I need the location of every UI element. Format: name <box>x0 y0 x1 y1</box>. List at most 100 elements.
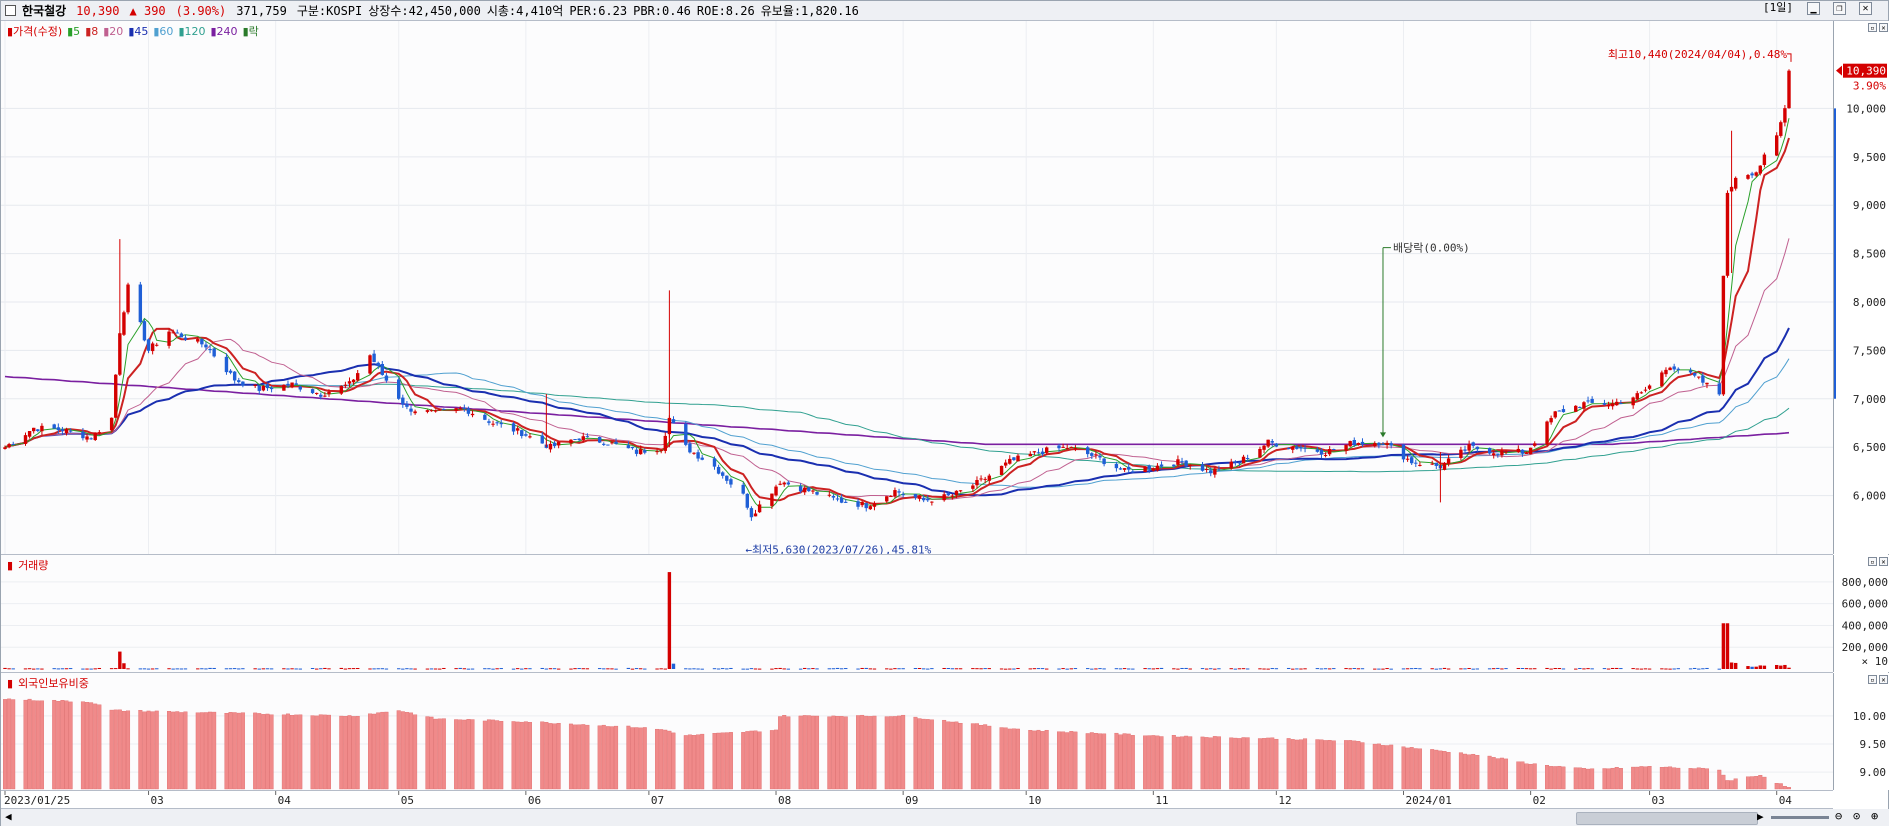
foreign-bar <box>1659 767 1664 790</box>
candle-body <box>1057 445 1061 449</box>
candle-body <box>782 482 786 485</box>
foreign-bar <box>1352 740 1357 790</box>
volume-bar <box>1500 668 1504 670</box>
volume-bar <box>1578 668 1582 670</box>
legend-item-4[interactable]: ▮45 <box>128 25 149 38</box>
pane-restore-icon[interactable]: ▫ <box>1868 23 1877 32</box>
foreign-bar <box>1704 768 1709 790</box>
legend-item-8[interactable]: ▮락 <box>242 25 259 38</box>
candle-body <box>93 432 97 440</box>
for-pane-close-icon[interactable]: ✕ <box>1879 675 1888 684</box>
foreign-bar <box>1204 737 1209 790</box>
legend-item-0[interactable]: ▮가격(수정) <box>7 25 63 38</box>
last-pct-label: 3.90% <box>1853 80 1886 93</box>
zoom-in-icon[interactable]: ⊕ <box>1871 809 1879 823</box>
candle-body <box>204 344 208 348</box>
foreign-bar <box>1159 736 1164 790</box>
foreign-bar <box>437 718 442 790</box>
candle-body <box>384 375 389 381</box>
vol-pane-close-icon[interactable]: ✕ <box>1879 557 1888 566</box>
candle-body <box>983 478 987 480</box>
volume-bar <box>930 668 934 670</box>
volume-bar <box>913 668 918 670</box>
candle-body <box>803 487 807 493</box>
foreign-bar <box>892 716 897 790</box>
volume-bar <box>1356 668 1361 670</box>
foreign-bar <box>925 719 930 790</box>
for-pane-restore-icon[interactable]: ▫ <box>1868 675 1877 684</box>
candle-body <box>458 408 462 410</box>
period-button[interactable]: [1일] <box>1763 1 1793 14</box>
candle-body <box>1094 454 1098 456</box>
candle-body <box>1430 463 1434 465</box>
candle-body <box>540 435 544 444</box>
foreign-bar <box>60 700 65 790</box>
legend-item-5[interactable]: ▮60 <box>153 25 174 38</box>
volume-pane[interactable]: ▮ 거래량 <box>1 555 1833 673</box>
candle-body <box>1602 402 1607 405</box>
foreign-bar <box>786 716 791 790</box>
foreign-pane[interactable]: ▮ 외국인보유비중 <box>1 673 1833 791</box>
candle-body <box>499 422 503 425</box>
volume-bar <box>97 667 102 669</box>
foreign-bar <box>425 716 430 790</box>
candle-body <box>1266 439 1270 447</box>
volume-bar <box>1131 668 1135 670</box>
chart-scrollbar[interactable]: ◀ ▶ ⊖ ⊙ ⊕ <box>1 809 1889 826</box>
candle-body <box>1574 405 1578 412</box>
scroll-thumb[interactable] <box>1576 812 1758 825</box>
pane-close-icon[interactable]: ✕ <box>1879 23 1888 32</box>
candle-body <box>1012 457 1016 461</box>
zoom-out-icon[interactable]: ⊖ <box>1835 809 1843 823</box>
foreign-bar <box>1389 744 1394 790</box>
candle-body <box>85 436 89 440</box>
candle-body <box>1783 108 1787 123</box>
foreign-bar <box>179 712 184 790</box>
foreign-bar <box>634 727 639 790</box>
legend-item-6[interactable]: ▮120 <box>178 25 206 38</box>
volume-bar <box>614 668 618 670</box>
vol-pane-restore-icon[interactable]: ▫ <box>1868 557 1877 566</box>
foreign-bar <box>1003 727 1008 790</box>
header-checkbox[interactable] <box>5 5 16 16</box>
volume-bar <box>1102 668 1106 670</box>
volume-bar <box>1385 668 1389 670</box>
volume-bar <box>1032 668 1037 670</box>
legend-item-1[interactable]: ▮5 <box>67 25 81 38</box>
volume-bar <box>1213 668 1217 670</box>
volume-bar <box>1639 668 1644 670</box>
price-pane[interactable]: ▮가격(수정) ▮5 ▮8 ▮20 ▮45 ▮60 ▮120 ▮240 ▮락 최고10,440(… <box>1 21 1833 555</box>
candle-body <box>917 496 922 499</box>
scroll-left-icon[interactable]: ◀ <box>5 810 12 823</box>
close-icon[interactable]: ✕ <box>1859 2 1872 15</box>
ex-dividend-annotation: 배당락(0.00%) <box>1393 242 1470 255</box>
restore-icon[interactable]: ❐ <box>1833 2 1846 15</box>
foreign-bar <box>27 698 32 790</box>
zoom-reset-icon[interactable]: ⊙ <box>1853 809 1861 823</box>
stock-change-pct: (3.90%) <box>175 3 227 18</box>
candle-body <box>1586 400 1590 402</box>
volume-bar <box>1319 668 1324 670</box>
legend-item-7[interactable]: ▮240 <box>210 25 238 38</box>
volume-bar <box>1557 668 1562 670</box>
foreign-bar <box>39 700 44 790</box>
volume-bar <box>1405 668 1410 670</box>
candle-body <box>1143 466 1147 472</box>
legend-item-3[interactable]: ▮20 <box>103 25 124 38</box>
volume-bar <box>175 668 179 670</box>
candle-body <box>1725 192 1730 276</box>
volume-bar <box>971 668 975 670</box>
foreign-bar <box>979 724 984 790</box>
foreign-bar <box>261 714 266 790</box>
zoom-slider[interactable] <box>1771 816 1829 819</box>
candle-body <box>1036 452 1041 454</box>
volume-bar <box>429 668 434 670</box>
scroll-right-icon[interactable]: ▶ <box>1757 810 1764 823</box>
candle-body <box>1184 460 1188 467</box>
minimize-icon[interactable]: ▁ <box>1807 2 1820 15</box>
legend-item-2[interactable]: ▮8 <box>85 25 99 38</box>
candle-body <box>425 410 430 412</box>
foreign-bar <box>183 711 188 790</box>
candle-body <box>1295 446 1299 449</box>
candle-body <box>1151 468 1156 471</box>
